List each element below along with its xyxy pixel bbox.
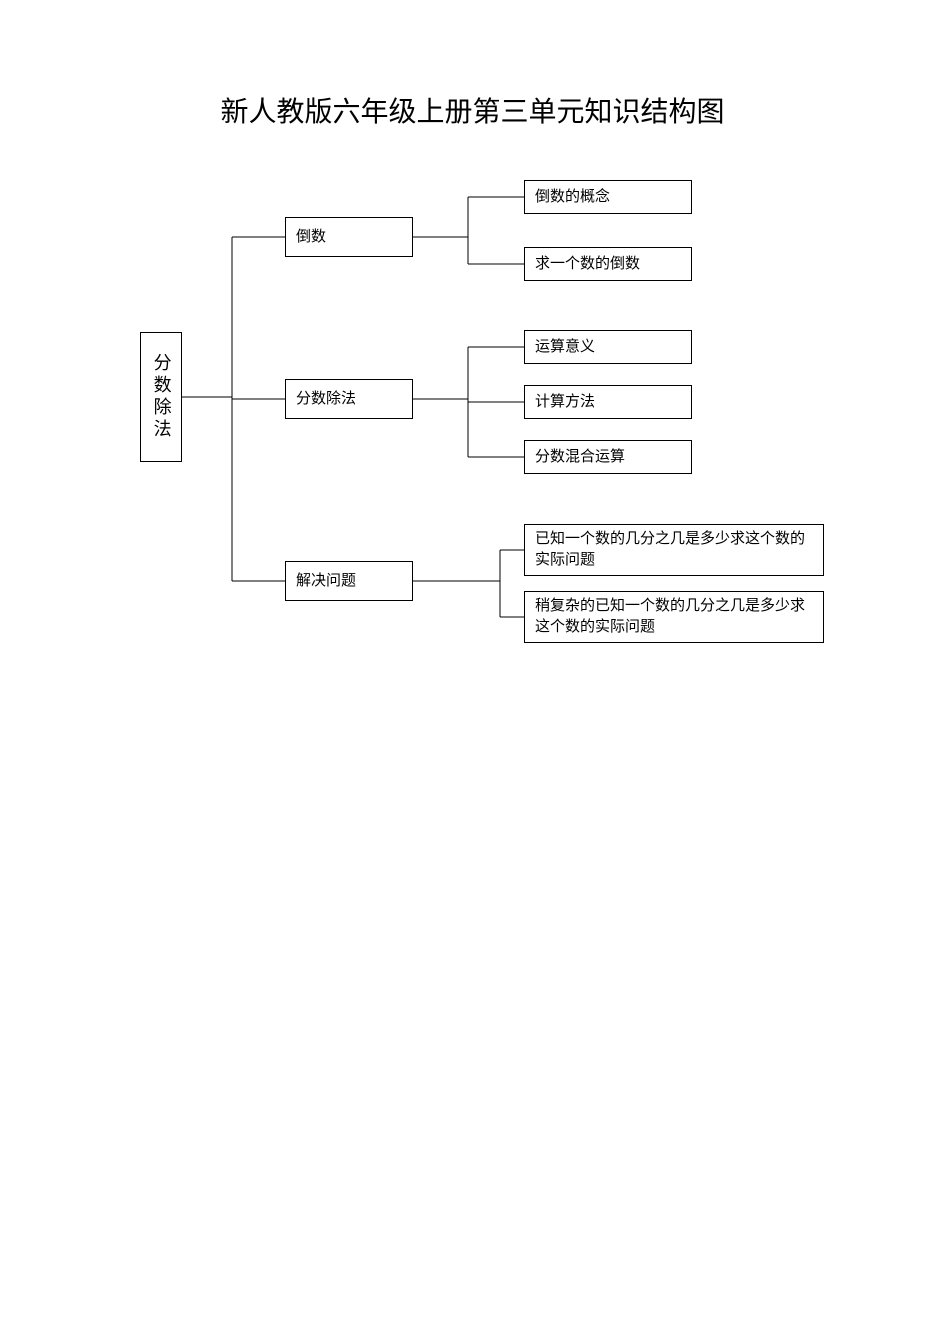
node-root: 分数除法 <box>140 332 182 462</box>
node-label: 分数除法 <box>138 347 183 447</box>
node-label: 稍复杂的已知一个数的几分之几是多少求这个数的实际问题 <box>525 590 823 644</box>
node-label: 计算方法 <box>525 386 605 419</box>
node-c22: 计算方法 <box>524 385 692 419</box>
node-b2: 分数除法 <box>285 379 413 419</box>
node-label: 倒数的概念 <box>525 181 620 214</box>
node-label: 分数除法 <box>286 383 366 416</box>
node-label: 分数混合运算 <box>525 441 635 474</box>
node-c23: 分数混合运算 <box>524 440 692 474</box>
node-b1: 倒数 <box>285 217 413 257</box>
node-label: 求一个数的倒数 <box>525 248 650 281</box>
node-label: 倒数 <box>286 221 336 254</box>
node-c21: 运算意义 <box>524 330 692 364</box>
node-label: 已知一个数的几分之几是多少求这个数的实际问题 <box>525 523 823 577</box>
diagram-connectors <box>0 0 945 1337</box>
node-label: 运算意义 <box>525 331 605 364</box>
node-c12: 求一个数的倒数 <box>524 247 692 281</box>
title-text: 新人教版六年级上册第三单元知识结构图 <box>220 97 724 128</box>
node-c32: 稍复杂的已知一个数的几分之几是多少求这个数的实际问题 <box>524 591 824 643</box>
node-c31: 已知一个数的几分之几是多少求这个数的实际问题 <box>524 524 824 576</box>
node-c11: 倒数的概念 <box>524 180 692 214</box>
page-title: 新人教版六年级上册第三单元知识结构图 <box>0 90 945 130</box>
node-label: 解决问题 <box>286 565 366 598</box>
node-b3: 解决问题 <box>285 561 413 601</box>
